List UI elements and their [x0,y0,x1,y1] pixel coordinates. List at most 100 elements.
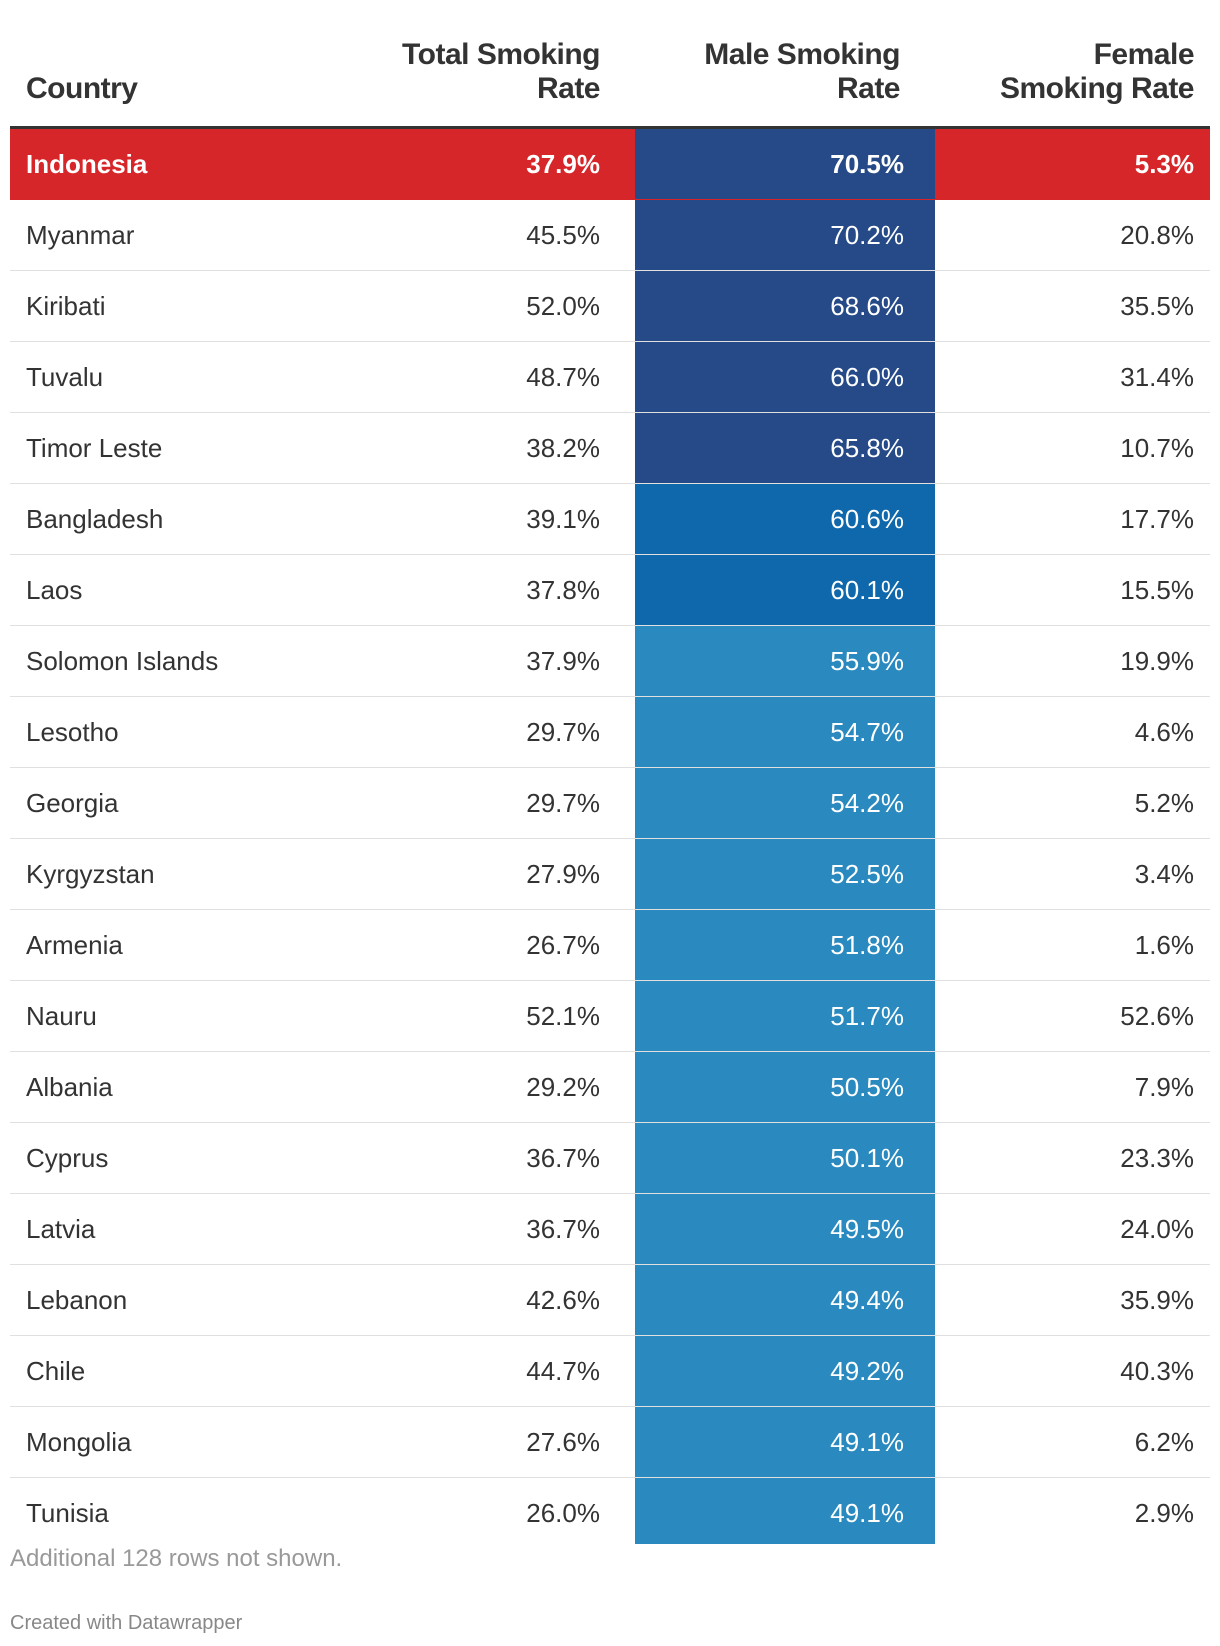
cell-male-rate-label: 70.5% [830,149,904,179]
cell-female-rate: 17.7% [1120,504,1194,534]
table-row: Kyrgyzstan 27.9% 52.5% 3.4% [10,839,1210,910]
cell-male-rate-label: 70.2% [830,220,904,250]
header-female[interactable]: Female Smoking Rate [999,38,1195,106]
cell-male-rate-label: 49.1% [830,1427,904,1457]
cell-female-rate: 6.2% [1134,1427,1194,1457]
cell-male-rate: 49.5% [635,1194,935,1264]
header-male-line2: Rate [836,72,901,105]
cell-male-rate: 70.5% [635,129,935,199]
cell-male-rate-label: 51.7% [830,1001,904,1031]
cell-male-rate-label: 65.8% [830,433,904,463]
table-row: Latvia 36.7% 49.5% 24.0% [10,1194,1210,1265]
cell-total-rate: 39.1% [526,504,600,534]
table-row: Laos 37.8% 60.1% 15.5% [10,555,1210,626]
cell-male-rate-label: 49.2% [830,1356,904,1386]
cell-female-rate: 52.6% [1120,1001,1194,1031]
cell-male-rate: 50.5% [635,1052,935,1122]
cell-total-rate: 38.2% [526,433,600,463]
table-row: Tuvalu 48.7% 66.0% 31.4% [10,342,1210,413]
table-body: Indonesia 37.9% 70.5% 5.3% Myanmar 45.5% 70.2%… [10,129,1210,1548]
cell-male-rate-label: 49.1% [830,1498,904,1528]
cell-male-rate-label: 50.5% [830,1072,904,1102]
cell-male-rate-label: 54.2% [830,788,904,818]
cell-total-rate: 36.7% [526,1143,600,1173]
cell-total-rate: 42.6% [526,1285,600,1315]
table-row-highlighted: Indonesia 37.9% 70.5% 5.3% [10,129,1210,200]
cell-male-rate-label: 60.1% [830,575,904,605]
data-table: Country Total Smoking Rate Male Smoking … [10,0,1210,1548]
cell-female-rate: 15.5% [1120,575,1194,605]
cell-female-rate: 35.5% [1120,291,1194,321]
cell-country: Armenia [26,930,123,960]
cell-male-rate: 51.7% [635,981,935,1051]
header-female-line2: Smoking Rate [999,72,1195,105]
cell-male-rate-label: 50.1% [830,1143,904,1173]
cell-female-rate: 4.6% [1134,717,1194,747]
cell-female-rate: 2.9% [1134,1498,1194,1528]
credit-link[interactable]: Created with Datawrapper [10,1612,243,1634]
cell-female-rate: 24.0% [1120,1214,1194,1244]
cell-country: Indonesia [26,149,148,179]
cell-female-rate: 7.9% [1134,1072,1194,1102]
table-row: Mongolia 27.6% 49.1% 6.2% [10,1407,1210,1478]
cell-female-rate: 31.4% [1120,362,1194,392]
cell-male-rate: 54.2% [635,768,935,838]
cell-male-rate-label: 49.4% [830,1285,904,1315]
header-male-line1: Male Smoking [704,38,900,71]
cell-male-rate-label: 66.0% [830,362,904,392]
cell-male-rate: 68.6% [635,271,935,341]
header-total[interactable]: Total Smoking Rate [402,38,600,106]
header-country[interactable]: Country [26,72,138,106]
cell-total-rate: 27.6% [526,1427,600,1457]
cell-country: Georgia [26,788,119,818]
cell-female-rate: 1.6% [1134,930,1194,960]
cell-male-rate-label: 60.6% [830,504,904,534]
cell-female-rate: 10.7% [1120,433,1194,463]
table-row: Bangladesh 39.1% 60.6% 17.7% [10,484,1210,555]
cell-country: Nauru [26,1001,97,1031]
table-row: Myanmar 45.5% 70.2% 20.8% [10,200,1210,271]
cell-male-rate: 70.2% [635,200,935,270]
cell-male-rate: 52.5% [635,839,935,909]
cell-country: Kiribati [26,291,106,321]
cell-country: Chile [26,1356,86,1386]
cell-total-rate: 29.7% [526,788,600,818]
cell-female-rate: 19.9% [1120,646,1194,676]
cell-male-rate: 51.8% [635,910,935,980]
cell-total-rate: 37.8% [526,575,600,605]
cell-female-rate: 40.3% [1120,1356,1194,1386]
cell-country: Laos [26,575,83,605]
cell-country: Latvia [26,1214,96,1244]
header-total-line2: Rate [536,72,601,105]
cell-male-rate-label: 51.8% [830,930,904,960]
cell-total-rate: 29.2% [526,1072,600,1102]
cell-female-rate: 20.8% [1120,220,1194,250]
cell-male-rate: 49.2% [635,1336,935,1406]
cell-total-rate: 29.7% [526,717,600,747]
table-row: Timor Leste 38.2% 65.8% 10.7% [10,413,1210,484]
cell-country: Bangladesh [26,504,164,534]
cell-male-rate: 49.1% [635,1478,935,1544]
cell-total-rate: 26.0% [526,1498,600,1528]
table-header: Country Total Smoking Rate Male Smoking … [10,0,1210,129]
table-row: Kiribati 52.0% 68.6% 35.5% [10,271,1210,342]
cell-male-rate: 49.4% [635,1265,935,1335]
cell-male-rate: 60.1% [635,555,935,625]
cell-total-rate: 36.7% [526,1214,600,1244]
cell-male-rate: 66.0% [635,342,935,412]
header-male[interactable]: Male Smoking Rate [704,38,900,106]
cell-female-rate: 5.3% [1134,149,1194,179]
cell-male-rate: 60.6% [635,484,935,554]
table-row: Tunisia 26.0% 49.1% 2.9% [10,1478,1210,1548]
cell-male-rate: 65.8% [635,413,935,483]
cell-country: Tuvalu [26,362,104,392]
table-row: Lesotho 29.7% 54.7% 4.6% [10,697,1210,768]
table-row: Albania 29.2% 50.5% 7.9% [10,1052,1210,1123]
cell-male-rate: 55.9% [635,626,935,696]
table-row: Nauru 52.1% 51.7% 52.6% [10,981,1210,1052]
cell-male-rate: 54.7% [635,697,935,767]
table-row: Cyprus 36.7% 50.1% 23.3% [10,1123,1210,1194]
cell-female-rate: 35.9% [1120,1285,1194,1315]
cell-male-rate-label: 54.7% [830,717,904,747]
cell-male-rate-label: 68.6% [830,291,904,321]
